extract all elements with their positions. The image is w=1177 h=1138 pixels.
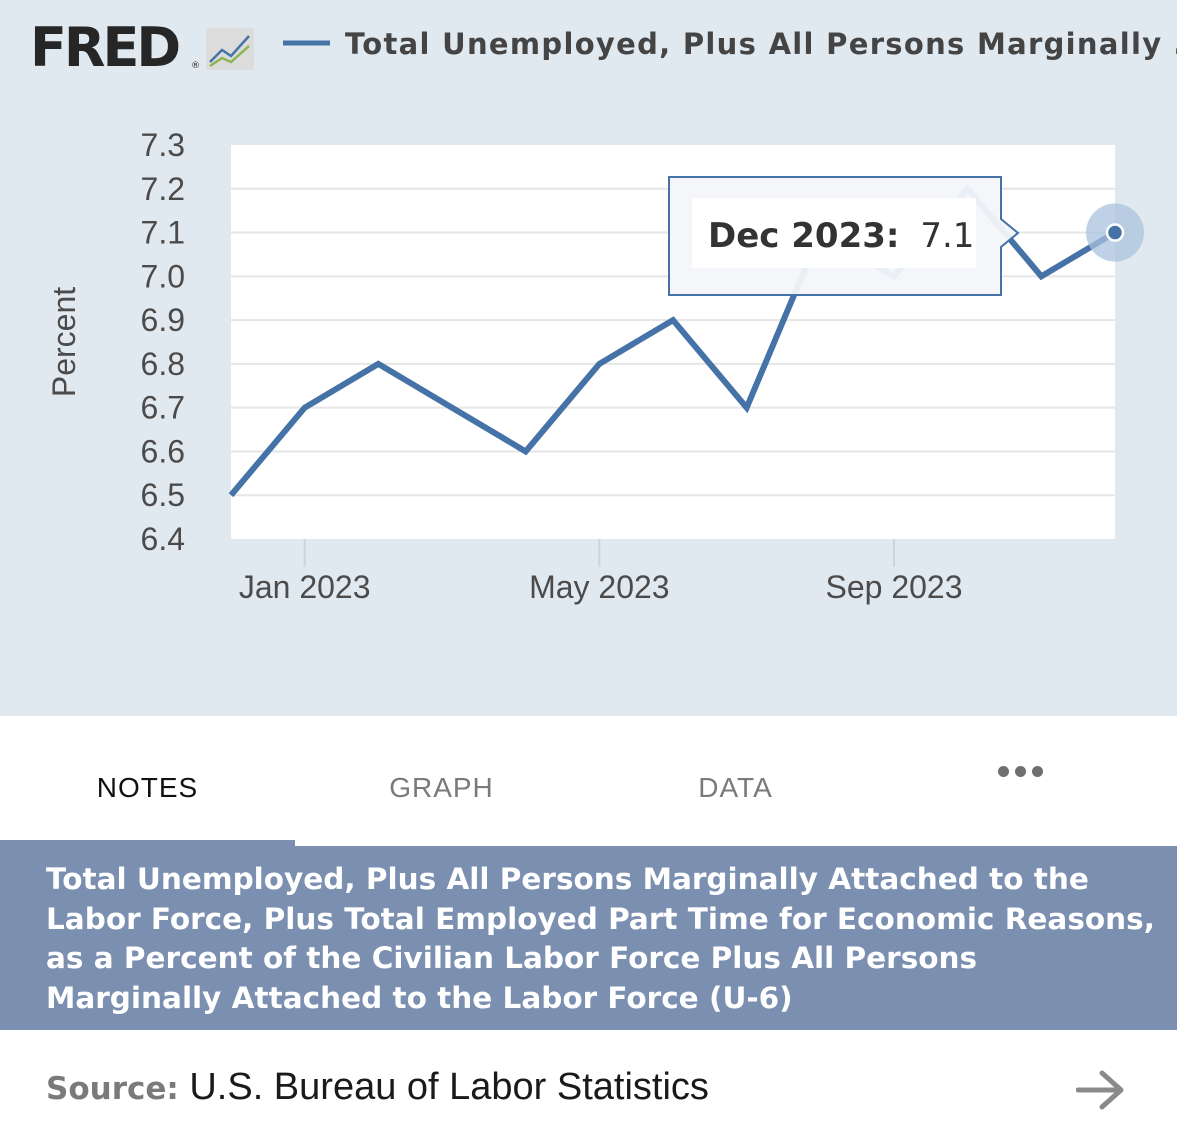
series-title-band [0,846,1177,1030]
arrow-right-icon[interactable] [1076,1068,1126,1112]
x-tick-label: Sep 2023 [825,569,962,605]
y-tick-label: 6.6 [141,433,185,469]
y-tick-label: 6.9 [141,302,185,338]
y-tick-label: 6.4 [141,521,185,557]
y-tick-label: 7.3 [141,127,185,163]
tab-data[interactable]: DATA [698,772,773,803]
source-line[interactable]: Source: U.S. Bureau of Labor Statistics [46,1066,709,1109]
source-value: U.S. Bureau of Labor Statistics [189,1066,709,1108]
source-label: Source: [46,1071,179,1107]
x-tick-label: Jan 2023 [239,569,371,605]
legend-label: Total Unemployed, Plus All Persons Margi… [345,27,1177,61]
tab-bar: NOTES GRAPH DATA [0,716,1177,846]
more-options-icon[interactable] [998,766,1043,777]
tooltip: Dec 2023: 7.1 [668,176,1020,296]
tooltip-value: 7.1 [920,216,974,256]
y-tick-label: 6.7 [141,390,185,426]
fred-registered-mark: ® [191,61,200,71]
fred-logo[interactable]: FRED [30,16,181,79]
y-axis-tick-labels: 7.3 7.2 7.1 7.0 6.9 6.8 6.7 6.6 6.5 6.4 [141,127,185,557]
chart: Total Unemployed, Plus All Persons Margi… [46,27,1177,605]
highlighted-data-point[interactable] [1105,223,1125,242]
tooltip-date: Dec 2023: [708,216,900,256]
fred-graph-icon [206,28,254,70]
chart-panel: FRED ® Total Unemployed, Plus All Person… [0,0,1177,716]
y-axis-label: Percent [46,287,82,397]
y-tick-label: 6.5 [141,477,185,513]
y-tick-label: 6.8 [141,346,185,382]
svg-text:Dec 2023: 7.1: Dec 2023: 7.1 [708,216,974,256]
tab-graph[interactable]: GRAPH [389,772,494,803]
y-tick-label: 7.1 [141,215,185,251]
tab-notes[interactable]: NOTES [96,772,199,803]
y-tick-label: 7.2 [141,171,185,207]
series-title: Total Unemployed, Plus All Persons Margi… [46,862,1155,1015]
active-tab-indicator [0,840,295,846]
y-tick-label: 7.0 [141,258,185,294]
x-axis-ticks: Jan 2023 May 2023 Sep 2023 [239,539,963,605]
x-tick-label: May 2023 [529,569,670,605]
